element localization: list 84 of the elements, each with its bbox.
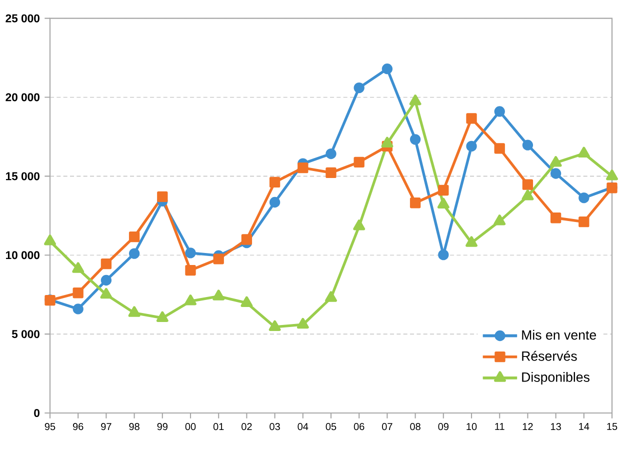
x-tick-label: 14 bbox=[579, 423, 590, 430]
x-tick-label: 07 bbox=[382, 423, 392, 430]
x-tick-label: 00 bbox=[185, 423, 196, 430]
point bbox=[354, 82, 364, 94]
point bbox=[184, 294, 196, 306]
x-tick-label: 97 bbox=[101, 423, 112, 430]
x-tick-label: 98 bbox=[129, 423, 140, 430]
x-tick-label: 09 bbox=[438, 423, 448, 430]
point bbox=[522, 179, 534, 190]
point bbox=[410, 198, 421, 208]
point bbox=[128, 231, 140, 242]
point bbox=[72, 262, 84, 273]
point bbox=[185, 248, 196, 258]
point bbox=[44, 234, 56, 246]
x-tick-label: 11 bbox=[495, 423, 504, 430]
point bbox=[578, 216, 590, 228]
point bbox=[100, 288, 112, 299]
point bbox=[269, 176, 280, 188]
point bbox=[578, 146, 590, 158]
point bbox=[438, 184, 449, 196]
point bbox=[353, 220, 366, 230]
y-tick-label: 0 bbox=[34, 408, 40, 418]
point bbox=[240, 296, 253, 307]
legend-label: Réservés bbox=[522, 350, 577, 361]
point bbox=[296, 318, 309, 329]
y-tick-label: 20 000 bbox=[6, 93, 40, 102]
point bbox=[550, 156, 562, 167]
x-tick-label: 15 bbox=[607, 423, 618, 430]
point bbox=[72, 304, 84, 314]
point bbox=[466, 236, 478, 247]
legend-label: Mis en vente bbox=[522, 330, 596, 340]
point bbox=[550, 212, 562, 224]
point bbox=[268, 320, 281, 331]
point bbox=[466, 140, 477, 152]
point bbox=[241, 234, 252, 245]
x-tick-label: 06 bbox=[354, 423, 364, 430]
y-tick-label: 15 000 bbox=[6, 172, 40, 180]
point bbox=[128, 248, 140, 259]
point bbox=[354, 156, 364, 168]
point bbox=[100, 258, 112, 270]
point bbox=[578, 192, 590, 204]
point bbox=[185, 264, 196, 276]
point bbox=[326, 167, 336, 178]
x-tick-label: 99 bbox=[157, 423, 168, 430]
point bbox=[72, 288, 84, 298]
point bbox=[437, 198, 450, 208]
point bbox=[157, 191, 168, 202]
point bbox=[438, 249, 449, 260]
point bbox=[382, 64, 393, 74]
point bbox=[128, 306, 140, 317]
point bbox=[325, 291, 337, 302]
x-tick-label: 13 bbox=[550, 423, 561, 430]
point bbox=[156, 311, 168, 322]
x-tick-label: 95 bbox=[44, 423, 56, 430]
point bbox=[466, 113, 477, 124]
x-tick-label: 10 bbox=[466, 423, 477, 430]
point bbox=[298, 162, 308, 174]
point bbox=[269, 196, 280, 208]
x-tick-label: 08 bbox=[410, 423, 420, 430]
point bbox=[213, 254, 224, 264]
y-tick-label: 10 000 bbox=[6, 251, 40, 260]
point bbox=[550, 168, 562, 179]
x-tick-label: 01 bbox=[213, 423, 224, 430]
x-tick-label: 05 bbox=[326, 423, 336, 430]
x-tick-label: 04 bbox=[298, 423, 308, 430]
point bbox=[100, 274, 112, 286]
point bbox=[494, 106, 505, 117]
point bbox=[522, 140, 534, 150]
legend-label: Disponibles bbox=[522, 372, 590, 384]
point bbox=[326, 148, 336, 160]
point bbox=[410, 134, 421, 145]
point bbox=[606, 170, 618, 180]
point bbox=[212, 290, 225, 300]
x-tick-label: 03 bbox=[270, 423, 280, 430]
point bbox=[522, 190, 534, 200]
y-tick-label: 25 000 bbox=[6, 14, 40, 22]
y-tick-label: 5 000 bbox=[12, 330, 40, 338]
point bbox=[494, 143, 505, 154]
point bbox=[381, 136, 394, 148]
point bbox=[409, 94, 422, 106]
x-tick-label: 96 bbox=[73, 423, 84, 430]
x-tick-label: 12 bbox=[522, 423, 533, 430]
x-tick-label: 02 bbox=[242, 423, 252, 430]
point bbox=[494, 214, 506, 226]
